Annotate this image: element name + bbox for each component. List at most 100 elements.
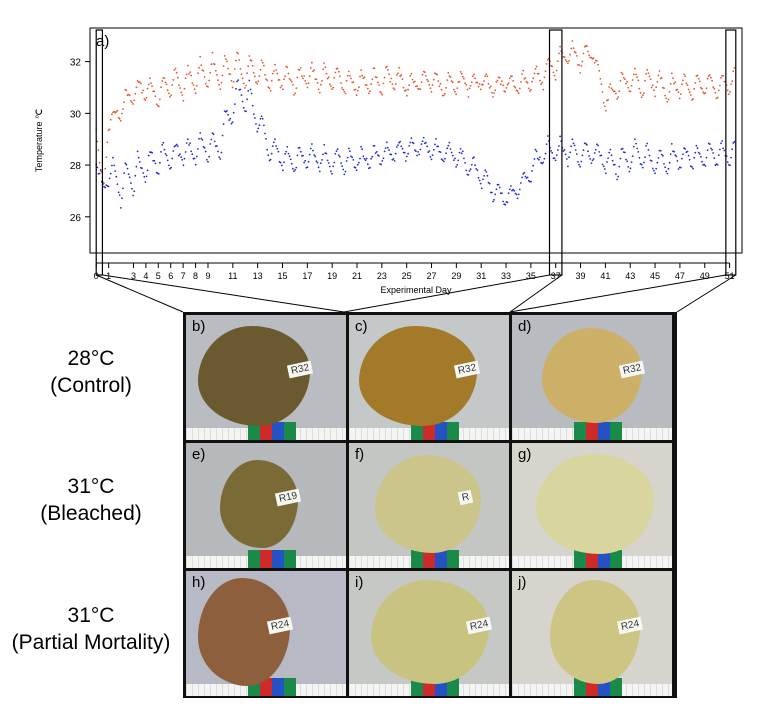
series-0-point	[255, 81, 257, 84]
series-0-point	[552, 71, 555, 74]
row-label-temp: 28°C	[67, 347, 115, 370]
panel-label: d)	[518, 318, 532, 335]
series-1-point	[337, 154, 340, 157]
series-0-point	[466, 88, 469, 91]
series-1-point	[311, 143, 313, 145]
series-0-point	[600, 83, 603, 86]
series-1-point	[343, 173, 346, 176]
series-0-point	[556, 60, 559, 63]
series-0-point	[446, 79, 449, 81]
series-0-point	[450, 80, 453, 83]
series-0-point	[292, 84, 294, 86]
series-1-point	[198, 137, 200, 140]
series-1-point	[312, 149, 314, 152]
series-1-point	[425, 141, 427, 144]
series-1-point	[670, 143, 673, 145]
series-0-point	[704, 92, 707, 94]
series-0-point	[571, 40, 574, 42]
series-1-point	[400, 145, 403, 148]
series-0-point	[130, 99, 132, 102]
series-1-point	[580, 160, 583, 163]
series-0-point	[128, 94, 131, 97]
series-1-point	[637, 151, 640, 153]
series-1-point	[308, 153, 311, 156]
series-1-point	[480, 187, 483, 190]
series-1-point	[128, 176, 131, 179]
series-1-point	[508, 188, 511, 191]
series-1-point	[470, 163, 473, 166]
series-1-point	[550, 150, 552, 152]
series-0-point	[279, 86, 282, 89]
series-1-point	[473, 156, 475, 159]
series-1-point	[460, 152, 463, 155]
series-1-point	[662, 154, 664, 157]
connector-line	[509, 274, 563, 313]
series-1-point	[562, 150, 565, 152]
x-tick-label: 41	[600, 271, 610, 281]
series-0-point	[245, 84, 247, 87]
series-1-point	[208, 155, 211, 158]
series-1-point	[581, 154, 584, 157]
series-1-point	[701, 160, 703, 163]
series-1-point	[380, 163, 383, 166]
x-tick-label: 0	[94, 271, 99, 281]
series-0-point	[271, 72, 274, 75]
series-1-point	[717, 154, 720, 157]
series-1-point	[341, 165, 343, 168]
series-0-point	[685, 82, 688, 85]
series-0-point	[250, 59, 253, 62]
series-1-point	[669, 153, 672, 156]
photo-panel-b: R32 b)	[186, 315, 346, 440]
series-1-point	[293, 170, 295, 173]
series-1-point	[385, 141, 388, 144]
series-1-point	[536, 157, 539, 160]
series-1-point	[450, 151, 453, 154]
series-0-point	[437, 80, 440, 82]
series-1-point	[283, 161, 285, 164]
series-1-point	[564, 153, 567, 156]
series-1-point	[306, 166, 309, 169]
series-0-point	[199, 55, 202, 58]
series-0-point	[716, 96, 719, 99]
series-0-point	[632, 73, 635, 76]
series-0-point	[330, 85, 332, 87]
series-1-point	[495, 188, 498, 191]
connector-line	[509, 274, 726, 313]
series-0-point	[388, 73, 390, 76]
series-0-point	[267, 86, 270, 88]
series-1-point	[590, 162, 593, 165]
series-0-point	[286, 66, 289, 69]
series-0-point	[697, 77, 700, 80]
series-0-point	[514, 86, 517, 89]
series-0-point	[203, 76, 206, 78]
series-1-point	[606, 161, 608, 163]
series-1-point	[163, 148, 166, 151]
series-1-point	[285, 150, 288, 153]
photo-panel-c: R32 c)	[349, 315, 509, 440]
series-1-point	[594, 148, 597, 151]
series-0-point	[568, 60, 570, 62]
series-0-point	[160, 86, 162, 88]
series-0-point	[545, 63, 548, 65]
series-1-point	[273, 141, 275, 144]
series-0-point	[134, 92, 137, 95]
series-0-point	[145, 96, 148, 99]
series-0-point	[341, 87, 343, 89]
series-0-point	[304, 80, 307, 82]
series-0-point	[226, 60, 228, 63]
series-0-point	[123, 101, 126, 104]
series-1-point	[681, 157, 683, 160]
series-1-point	[418, 153, 421, 156]
series-0-point	[238, 59, 241, 61]
series-1-point	[255, 123, 257, 125]
series-0-point	[650, 86, 653, 89]
series-0-point	[326, 77, 329, 80]
series-1-point	[692, 167, 694, 170]
series-1-point	[295, 166, 298, 169]
x-tick-label: 3	[131, 271, 136, 281]
series-1-point	[441, 159, 444, 162]
series-0-point	[558, 52, 560, 55]
series-0-point	[321, 80, 323, 82]
series-1-point	[351, 156, 354, 159]
series-0-point	[582, 52, 585, 55]
